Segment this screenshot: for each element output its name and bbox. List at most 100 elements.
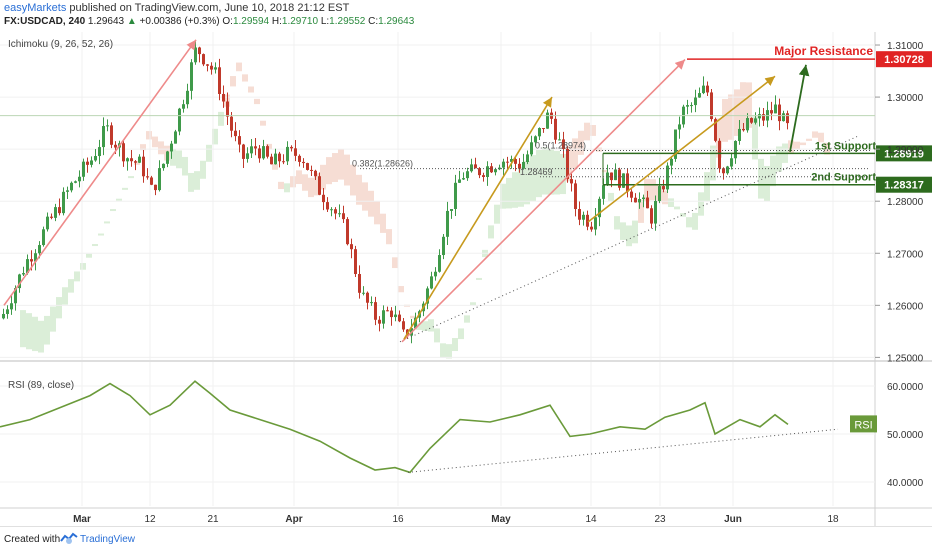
candle-body [178, 108, 181, 132]
ichimoku-cloud-segment [554, 150, 560, 195]
ichimoku-cloud-segment [710, 145, 716, 181]
level-price-tag [876, 145, 932, 162]
ichimoku-cloud-segment [422, 321, 428, 331]
candle-body [474, 164, 477, 169]
candle-body [654, 201, 657, 224]
candle-body [534, 136, 537, 143]
candle-body [186, 90, 189, 105]
ichimoku-cloud-segment [458, 328, 464, 340]
candle-body [438, 255, 441, 272]
candle-body [234, 130, 237, 137]
last-price: 1.29643 [87, 16, 125, 27]
gold-impulse-arrow[interactable] [587, 75, 776, 223]
price-tick-label: 1.25000 [887, 353, 924, 364]
ichimoku-indicator-label[interactable]: Ichimoku (9, 26, 52, 26) [8, 39, 113, 50]
candle-body [30, 259, 33, 262]
candle-body [382, 310, 385, 324]
candle-body [518, 163, 521, 169]
rsi-line[interactable] [0, 380, 789, 474]
ichimoku-cloud-segment [296, 170, 302, 185]
ichimoku-cloud-segment [578, 130, 584, 155]
ichimoku-cloud-segment [434, 328, 440, 343]
candle-body [222, 93, 225, 102]
candle-body [482, 175, 485, 178]
ichimoku-cloud-segment [806, 138, 812, 141]
ichimoku-cloud-segment [188, 172, 194, 192]
ichimoku-cloud-segment [104, 221, 110, 224]
pink-trend-arrow[interactable] [3, 39, 197, 306]
candle-body [590, 226, 593, 230]
candle-body [10, 303, 13, 310]
candle-body [386, 310, 389, 312]
candle-body [614, 169, 617, 181]
ichimoku-cloud-segment [764, 165, 770, 202]
ichimoku-cloud-segment [92, 244, 98, 247]
candle-body [238, 136, 241, 145]
candle-body [578, 209, 581, 220]
candle-body [226, 101, 229, 117]
candle-body [250, 146, 253, 154]
time-tick-label: Apr [285, 514, 302, 525]
ichimoku-cloud-segment [182, 156, 188, 176]
candle-body [158, 168, 161, 191]
candle-body [770, 110, 773, 114]
ichimoku-cloud-segment [200, 160, 206, 179]
tradingview-link[interactable]: TradingView [80, 534, 136, 545]
candle-body [94, 156, 97, 161]
price-chart[interactable]: Major Resistance 1.30728 1st Support 1.2891… [0, 0, 932, 526]
ichimoku-cloud-segment [704, 172, 710, 202]
ichimoku-cloud-segment [50, 306, 56, 332]
rsi-trendline[interactable] [407, 428, 839, 473]
candle-body [82, 161, 85, 177]
ichimoku-cloud-segment [308, 177, 314, 198]
candle-body [674, 129, 677, 159]
rsi-tick-label: 50.0000 [887, 430, 924, 441]
candle-body [214, 67, 217, 70]
candle-body [502, 161, 505, 168]
candle-body [678, 124, 681, 130]
candle-body [350, 244, 353, 250]
green-projection-arrow[interactable] [789, 64, 810, 152]
level-price-text: 1.28317 [884, 180, 924, 192]
ichimoku-cloud-segment [728, 94, 734, 140]
gold-impulse-arrow[interactable] [403, 96, 553, 340]
ichimoku-cloud-segment [26, 313, 32, 350]
candle-body [362, 292, 365, 294]
ichimoku-cloud-segment [620, 222, 626, 240]
candle-body [202, 54, 205, 65]
candle-body [98, 147, 101, 157]
candle-body [310, 169, 313, 171]
candle-body [442, 236, 445, 256]
candle-body [154, 184, 157, 191]
ichimoku-cloud-segment [698, 192, 704, 216]
candle-body [610, 172, 613, 181]
ichimoku-cloud-segment [356, 174, 362, 205]
price-tick-label: 1.31000 [887, 41, 924, 52]
rsi-indicator-label[interactable]: RSI (89, close) [8, 380, 74, 391]
candle-body [138, 156, 141, 163]
candle-body [342, 213, 345, 220]
time-tick-label: 16 [392, 514, 404, 525]
ichimoku-cloud-segment [386, 229, 392, 245]
ichimoku-cloud-segment [668, 198, 674, 208]
candle-body [742, 128, 745, 131]
candle-body [626, 173, 629, 192]
ichimoku-cloud-segment [98, 233, 104, 236]
candle-body [554, 118, 557, 140]
ichimoku-cloud-segment [506, 177, 512, 209]
price-tick-label: 1.27000 [887, 249, 924, 260]
ichimoku-cloud-segment [800, 142, 806, 146]
ichimoku-cloud-segment [692, 212, 698, 230]
candle-body [526, 154, 529, 163]
candle-body [150, 177, 153, 185]
price-tick-label: 1.28000 [887, 197, 924, 208]
candle-body [290, 146, 293, 149]
pink-trend-arrow[interactable] [401, 59, 686, 343]
candle-body [698, 93, 701, 98]
candle-body [130, 158, 133, 162]
ichimoku-cloud-segment [314, 173, 320, 196]
candle-body [46, 216, 49, 230]
publisher-name[interactable]: easyMarkets [4, 2, 67, 14]
candle-body [566, 148, 569, 180]
ichimoku-cloud-segment [590, 125, 596, 136]
